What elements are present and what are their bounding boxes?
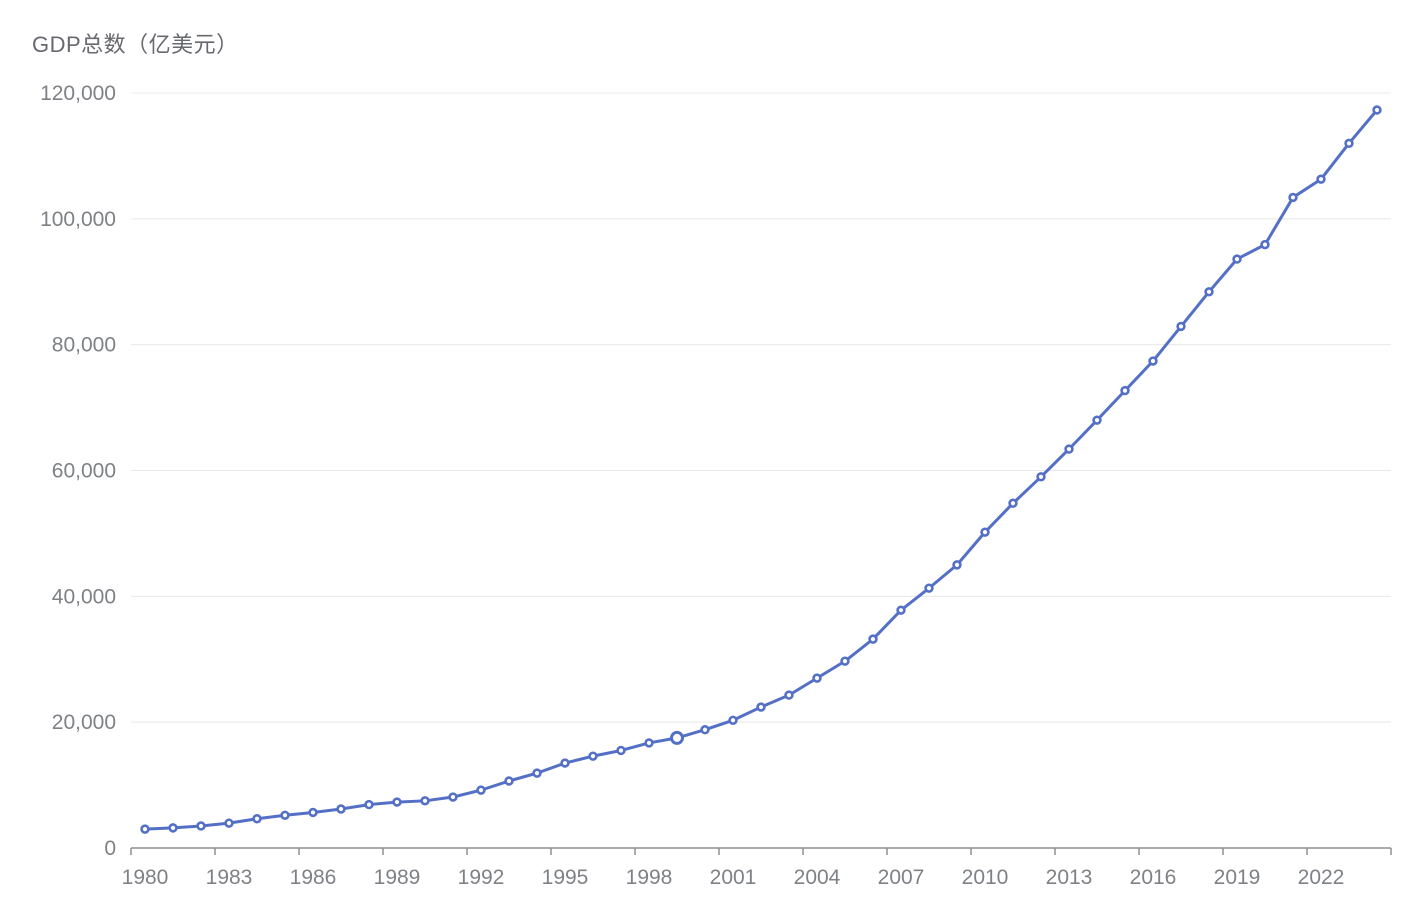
data-point[interactable] <box>224 818 234 828</box>
x-tick-label: 2010 <box>962 866 1009 889</box>
data-point[interactable] <box>560 758 570 768</box>
data-point[interactable] <box>784 690 794 700</box>
data-point[interactable] <box>168 823 178 833</box>
data-point[interactable] <box>1092 415 1102 425</box>
data-point[interactable] <box>364 799 374 810</box>
data-point[interactable] <box>588 751 598 761</box>
x-tick-label: 1998 <box>626 866 673 889</box>
data-point[interactable] <box>812 673 822 683</box>
x-tick-label: 2013 <box>1046 866 1093 889</box>
data-point[interactable] <box>392 797 402 807</box>
data-point-emphasized[interactable] <box>670 730 684 745</box>
data-point[interactable] <box>140 824 150 834</box>
data-point[interactable] <box>1176 321 1186 332</box>
y-tick-label: 20,000 <box>52 711 116 734</box>
x-tick-label: 1983 <box>206 866 253 889</box>
y-tick-label: 40,000 <box>52 585 116 608</box>
data-point[interactable] <box>1316 174 1326 184</box>
data-point[interactable] <box>1232 254 1242 264</box>
data-point[interactable] <box>952 560 962 570</box>
x-tick-label: 1989 <box>374 866 421 889</box>
data-point[interactable] <box>280 810 290 820</box>
data-point[interactable] <box>1372 105 1382 115</box>
data-point[interactable] <box>1064 444 1074 454</box>
y-tick-label: 120,000 <box>40 82 116 105</box>
gdp-line <box>143 108 1379 831</box>
y-tick-label: 100,000 <box>40 208 116 231</box>
x-tick-label: 2022 <box>1298 866 1345 889</box>
data-point[interactable] <box>196 821 206 831</box>
data-point[interactable] <box>1148 356 1158 366</box>
y-tick-label: 80,000 <box>52 334 116 357</box>
data-point[interactable] <box>644 738 654 748</box>
x-tick-label: 2016 <box>1130 866 1177 889</box>
x-tick-label: 2019 <box>1214 866 1261 889</box>
data-point[interactable] <box>840 656 850 666</box>
x-tick-label: 1980 <box>122 866 169 889</box>
y-tick-label: 60,000 <box>52 460 116 483</box>
x-tick-label: 2007 <box>878 866 925 889</box>
data-point[interactable] <box>476 785 486 795</box>
data-point[interactable] <box>980 527 990 537</box>
data-point[interactable] <box>1036 472 1046 482</box>
data-point[interactable] <box>308 807 318 818</box>
x-tick-label: 1995 <box>542 866 589 889</box>
data-point[interactable] <box>1008 498 1018 508</box>
data-point[interactable] <box>896 605 906 615</box>
data-point[interactable] <box>1204 287 1214 297</box>
data-point[interactable] <box>700 725 710 735</box>
data-point[interactable] <box>1344 138 1354 149</box>
x-tick-label: 1986 <box>290 866 337 889</box>
data-point[interactable] <box>420 796 430 806</box>
data-point[interactable] <box>924 583 934 593</box>
data-point[interactable] <box>728 715 738 725</box>
chart-title: GDP总数（亿美元） <box>32 32 239 57</box>
x-tick-label: 1992 <box>458 866 505 889</box>
data-point[interactable] <box>1120 385 1130 396</box>
data-point[interactable] <box>756 702 766 712</box>
y-tick-label: 0 <box>104 837 116 860</box>
data-point[interactable] <box>336 804 346 814</box>
data-point[interactable] <box>616 745 626 756</box>
data-point[interactable] <box>1288 192 1298 203</box>
data-point[interactable] <box>868 634 878 644</box>
data-point[interactable] <box>252 814 262 824</box>
x-tick-label: 2004 <box>794 866 841 889</box>
data-point[interactable] <box>532 768 542 778</box>
data-point[interactable] <box>448 792 458 802</box>
x-tick-label: 2001 <box>710 866 757 889</box>
data-point[interactable] <box>504 776 514 786</box>
data-point[interactable] <box>1260 239 1270 250</box>
